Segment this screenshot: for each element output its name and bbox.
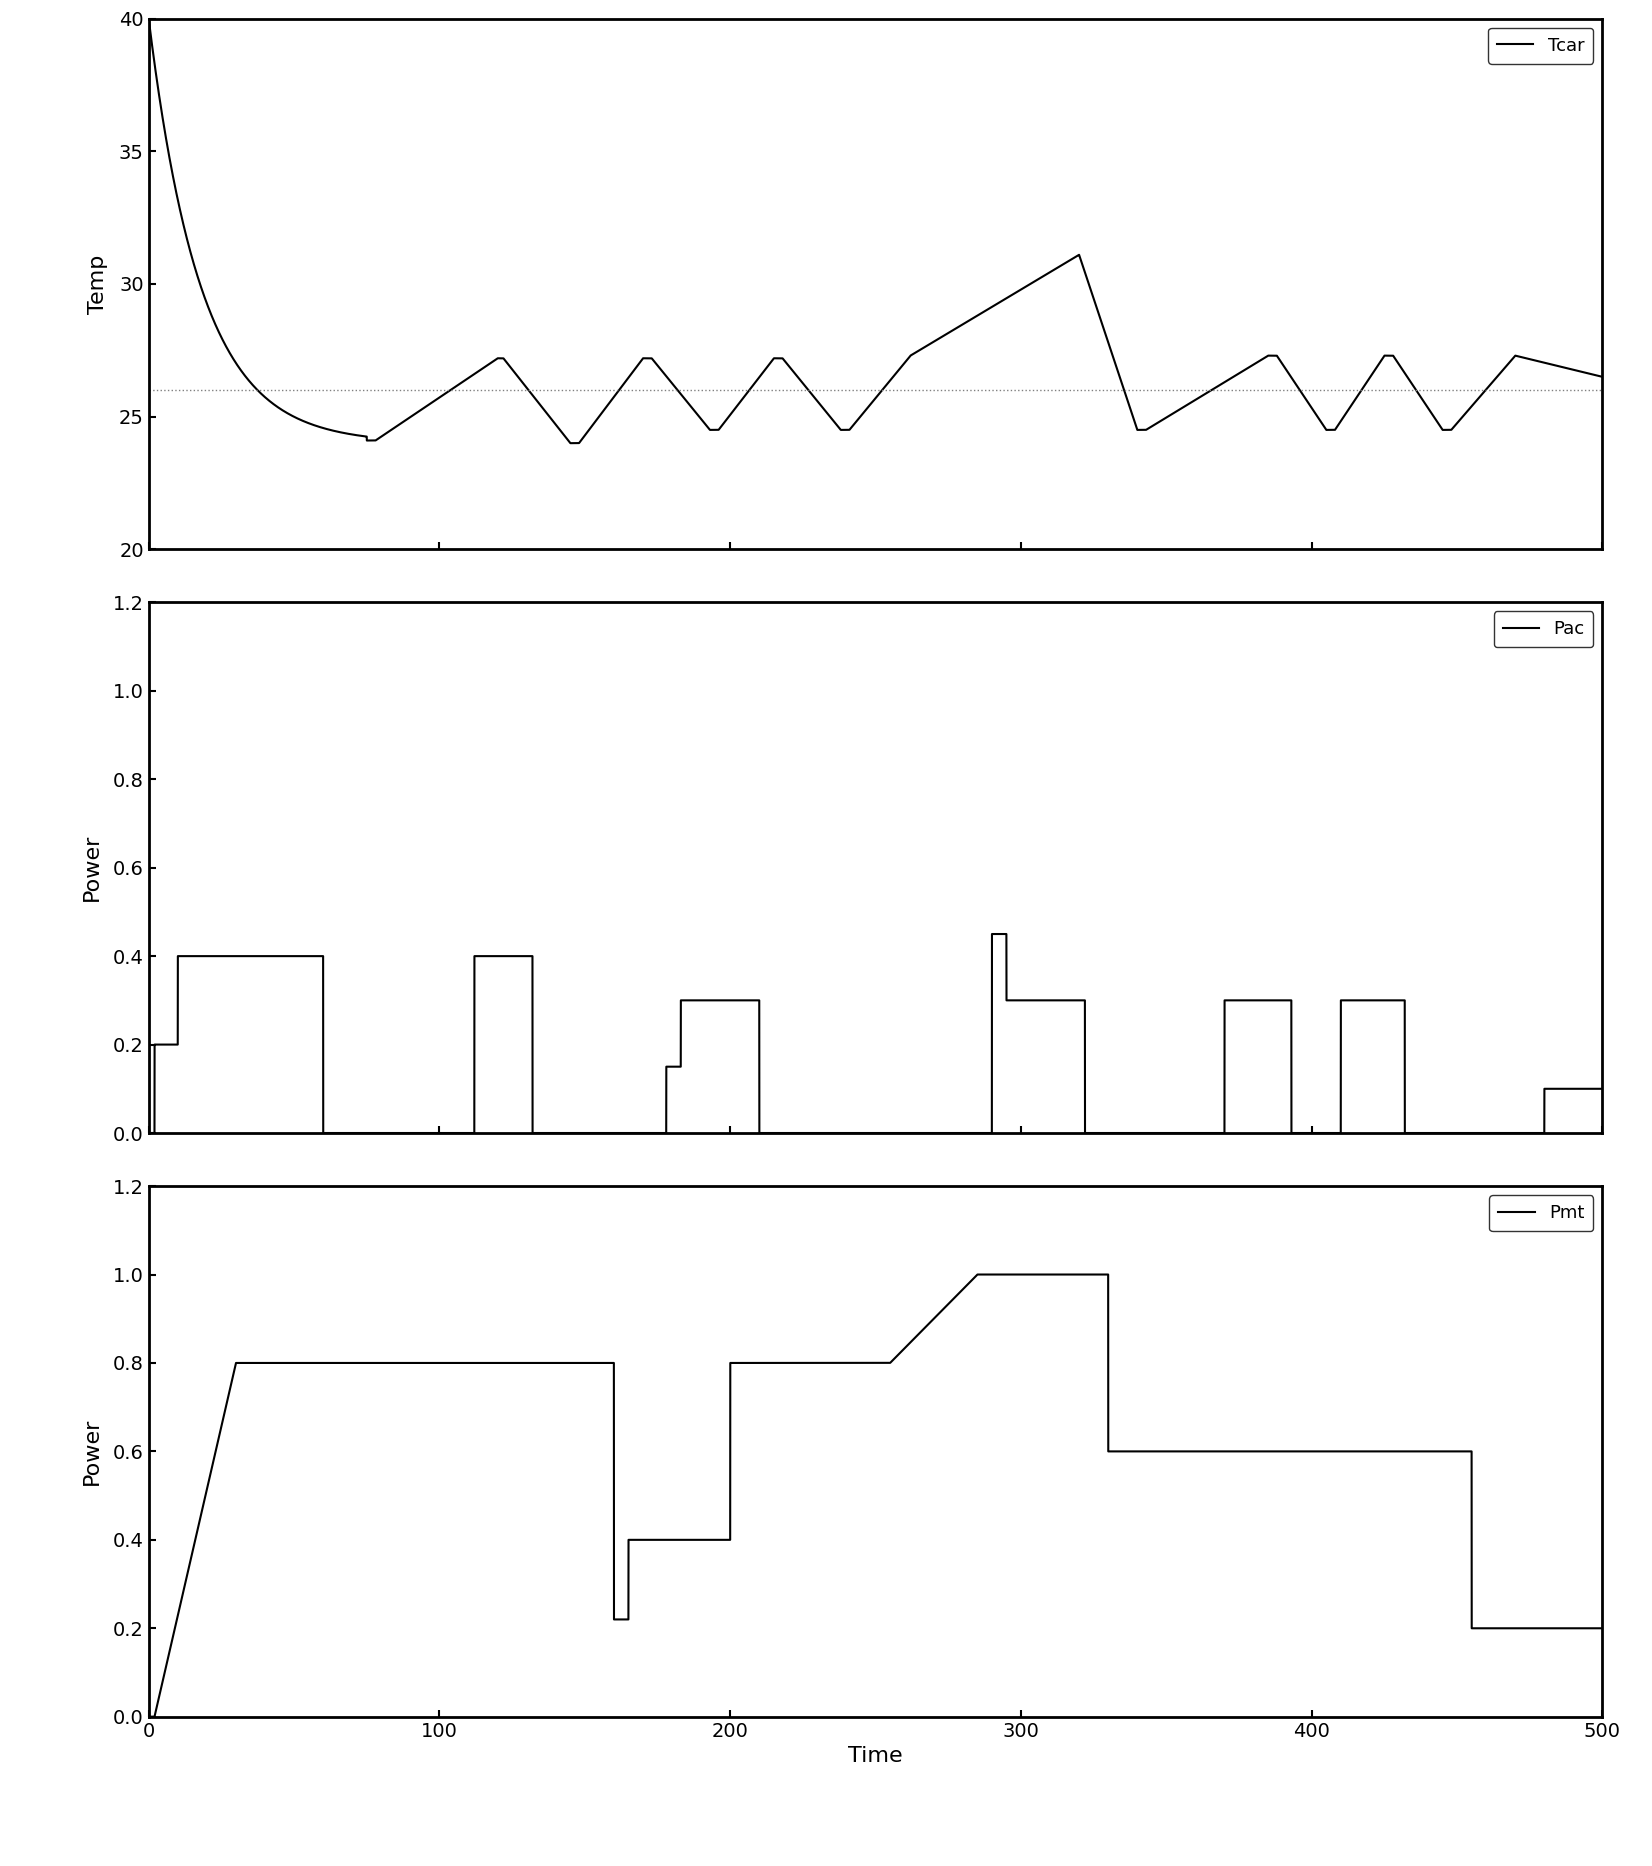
Y-axis label: Power: Power: [81, 1418, 102, 1485]
Legend: Pmt: Pmt: [1490, 1194, 1594, 1232]
Y-axis label: Temp: Temp: [88, 254, 107, 313]
Y-axis label: Power: Power: [81, 834, 102, 901]
X-axis label: Time: Time: [847, 1747, 904, 1765]
Legend: Tcar: Tcar: [1488, 28, 1594, 63]
Legend: Pac: Pac: [1493, 612, 1594, 648]
